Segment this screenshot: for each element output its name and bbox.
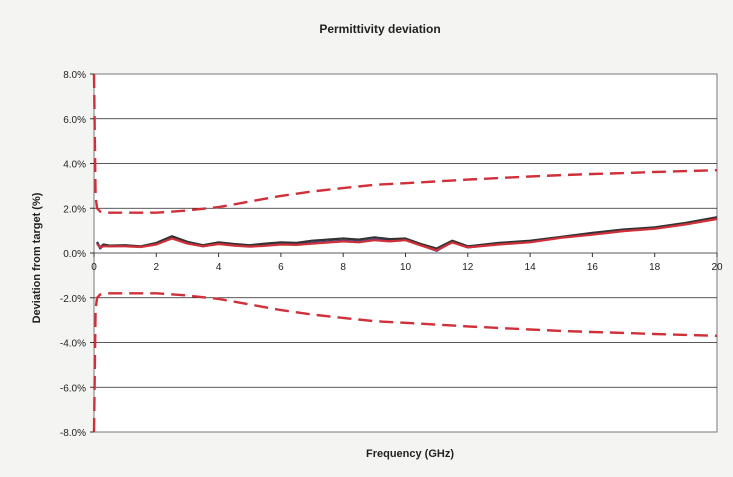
series-line-2 [92, 292, 718, 433]
y-tick-label: -4.0% [60, 339, 86, 350]
x-tick-label: 18 [649, 262, 661, 273]
y-tick-label: -8.0% [60, 428, 86, 439]
y-tick-label: 4.0% [63, 160, 86, 171]
x-tick-label: 12 [462, 262, 474, 273]
x-tick-label: 16 [587, 262, 599, 273]
y-axis-label: Deviation from target (%) [31, 192, 43, 323]
series-layer [92, 73, 718, 433]
x-tick-label: 0 [91, 262, 97, 273]
y-tick-label: 2.0% [63, 204, 86, 215]
x-tick-label: 14 [525, 262, 537, 273]
x-tick-label: 10 [400, 262, 412, 273]
x-tick-label: 6 [278, 262, 284, 273]
x-tick-label: 8 [340, 262, 346, 273]
tick-layer: 8.0% 6.0% 4.0% 2.0% 0.0% -2.0% -4.0% -6.0% -8.0%… [60, 70, 723, 439]
x-tick-label: 4 [216, 262, 222, 273]
series-line-1 [92, 73, 718, 214]
series-line-5 [96, 217, 718, 252]
series-line-4 [96, 216, 718, 250]
y-tick-label: 8.0% [63, 70, 86, 81]
x-tick-label: 20 [711, 262, 723, 273]
x-axis-label: Frequency (GHz) [366, 448, 454, 460]
chart-title: Permittivity deviation [319, 22, 440, 36]
y-tick-label: 6.0% [63, 115, 86, 126]
y-tick-label: -2.0% [60, 294, 86, 305]
x-tick-label: 2 [154, 262, 160, 273]
y-tick-label: 0.0% [63, 249, 86, 260]
y-tick-label: -6.0% [60, 383, 86, 394]
